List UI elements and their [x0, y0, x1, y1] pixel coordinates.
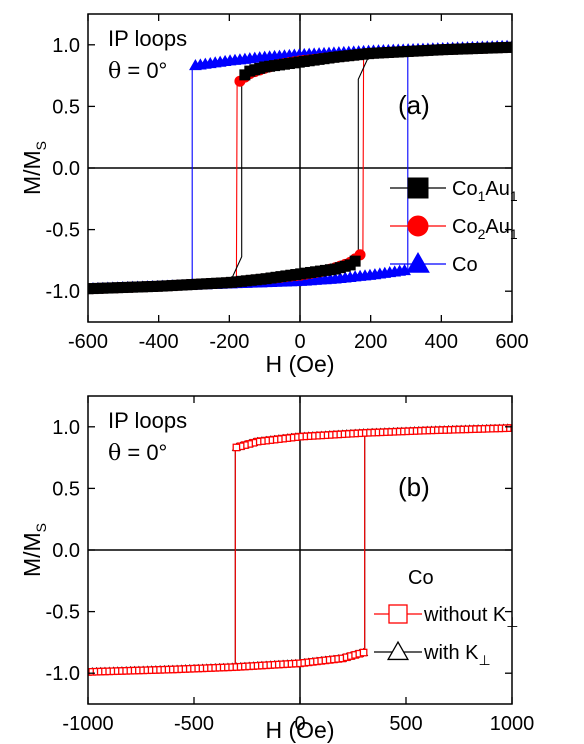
legend-label: Co2Au1 [452, 216, 518, 242]
x-tick-label-a: 400 [425, 331, 458, 353]
x-tick-label-b: 1000 [490, 713, 535, 735]
x-tick-label-b: 0 [294, 713, 305, 735]
x-tick-label-a: -200 [209, 331, 249, 353]
legend-item-b-0: without K⊥ [374, 604, 518, 630]
y-tick-label-a: -0.5 [46, 220, 80, 242]
legend-label-part: 1 [478, 188, 486, 204]
legend-label-part: ⊥ [506, 614, 518, 630]
data-marker-b-0 [359, 648, 368, 657]
theta-value-a: = 0° [121, 58, 167, 83]
legend-label-part: with K [423, 642, 479, 664]
series-group-a [88, 14, 512, 322]
x-axis-title-a: H (Oe) [266, 351, 335, 377]
legend-item-b-1: with K⊥ [374, 640, 491, 668]
y-tick-label-a: 0.5 [52, 96, 80, 118]
y-axis-title-sub-b: S [33, 523, 49, 532]
legend-item-a-1: Co2Au1 [390, 215, 518, 242]
data-marker-a-2 [189, 59, 202, 71]
annotation-ip-loops-a: IP loops [108, 26, 187, 51]
annotation-theta-a: θ = 0° [108, 58, 167, 84]
x-tick-label-a: -400 [139, 331, 179, 353]
legend-label-part: 1 [510, 188, 518, 204]
legend-label: Co1Au1 [452, 178, 518, 204]
y-tick-label-a: -1.0 [46, 281, 80, 303]
x-tick-label-b: -1000 [62, 713, 113, 735]
panel-label-b: (b) [398, 472, 430, 502]
legend-item-a-2: Co [390, 251, 478, 276]
annotation-theta-b: θ = 0° [108, 440, 167, 466]
legend-label-part: 1 [510, 226, 518, 242]
y-tick-label-b: -1.0 [46, 663, 80, 685]
legend-label-part: 2 [478, 226, 486, 242]
legend-label-part: Co [452, 178, 478, 200]
y-axis-title-main-a: M/M [19, 150, 45, 195]
y-axis-title-b: M/MS [19, 523, 49, 577]
data-marker-b-0 [232, 443, 241, 452]
x-tick-label-a: 600 [495, 331, 528, 353]
theta-value-b: = 0° [121, 440, 167, 465]
y-axis-title-sub-a: S [33, 141, 49, 150]
y-tick-label-b: 0.0 [52, 540, 80, 562]
panel-a: -600 -400 -200 0 200 400 6001.00.50.0-0.5-1.0 … [19, 13, 529, 377]
y-tick-label-b: 0.5 [52, 478, 80, 500]
y-axis-title-a: M/MS [19, 141, 49, 195]
x-tick-label-a: 200 [354, 331, 387, 353]
legend-marker [406, 251, 430, 273]
legend-label-part: Au [485, 178, 509, 200]
x-tick-label-b: -500 [174, 713, 214, 735]
legend-marker [388, 604, 408, 624]
data-marker-a-0 [239, 69, 251, 81]
legend-label-part: ⊥ [478, 652, 490, 668]
x-tick-label-a: -600 [68, 331, 108, 353]
series-group-b [88, 396, 512, 704]
legend-label-part: Au [485, 216, 509, 238]
annotation-ip-loops-b: IP loops [108, 408, 187, 433]
legend-label: without K⊥ [423, 604, 518, 630]
x-axis-title-b: H (Oe) [266, 717, 335, 743]
x-tick-label-b: 500 [389, 713, 422, 735]
theta-symbol-b: θ [108, 441, 121, 466]
theta-symbol-a: θ [108, 59, 121, 84]
y-tick-label-b: -0.5 [46, 602, 80, 624]
x-tick-label-a: 0 [294, 331, 305, 353]
panel-label-a: (a) [398, 90, 430, 120]
data-marker-a-0 [349, 255, 361, 267]
y-tick-label-a: 1.0 [52, 35, 80, 57]
legend-label-part: Co [452, 216, 478, 238]
legend-label-part: Co [452, 254, 478, 276]
y-tick-label-b: 1.0 [52, 417, 80, 439]
legend-marker [386, 640, 410, 661]
legend-title-b: Co [408, 567, 434, 589]
legend-label-part: without K [423, 604, 507, 626]
legend-marker [407, 215, 429, 237]
legend-label: with K⊥ [423, 642, 491, 668]
y-axis-title-main-b: M/M [19, 532, 45, 577]
legend-marker [407, 177, 429, 199]
panel-b: -1000 -500 0 500 1000 1.0 0.5 0.0 -0.5 -1.0 IP lo… [19, 395, 535, 743]
y-tick-label-a: 0.0 [52, 158, 80, 180]
legend-item-a-0: Co1Au1 [390, 177, 518, 204]
legend-label: Co [452, 254, 478, 276]
